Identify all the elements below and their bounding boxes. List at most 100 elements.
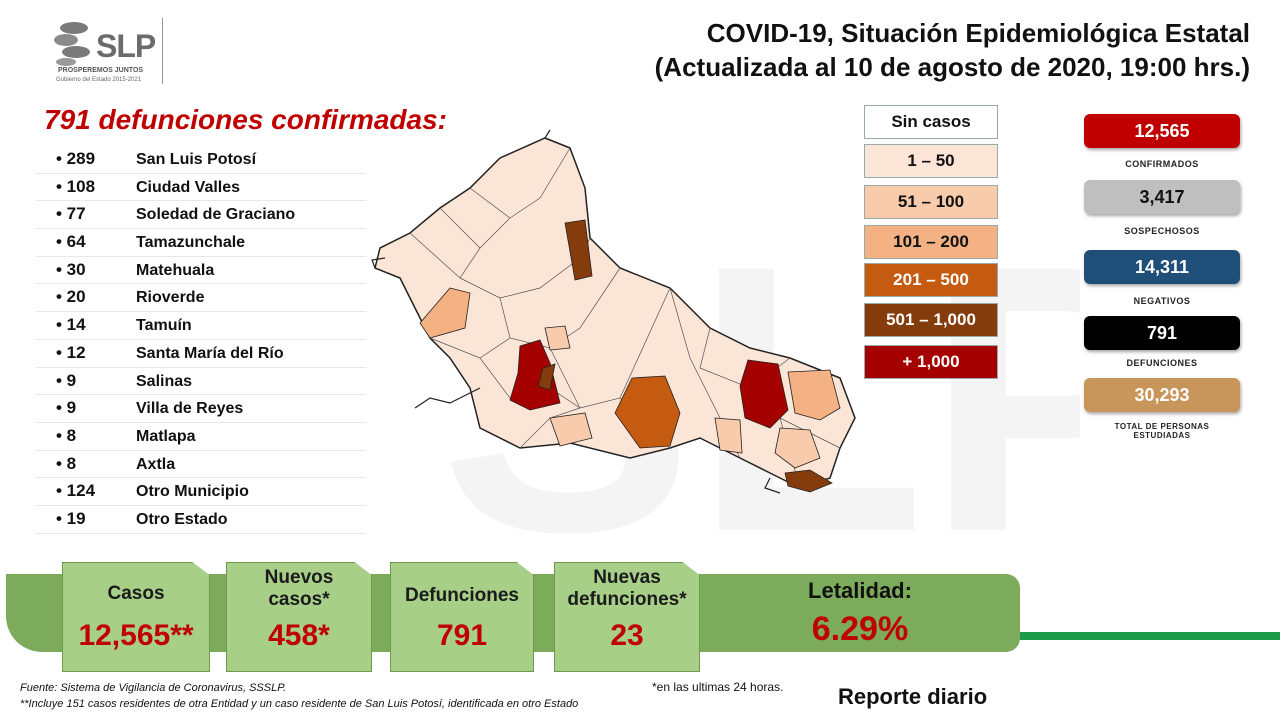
deaths-row: • 12 Santa María del Río xyxy=(36,340,366,368)
legend-item: 1 – 50 xyxy=(864,144,998,178)
stat-value-box: 12,565 xyxy=(1084,114,1240,148)
stat-label: CONFIRMADOS xyxy=(1125,159,1199,169)
card-nuevos-casos-value: 458* xyxy=(268,619,330,652)
deaths-count: • 30 xyxy=(56,259,86,279)
deaths-municipality: Otro Municipio xyxy=(136,483,249,501)
map-muni-south-2 xyxy=(714,417,743,454)
map-muni-soledad xyxy=(537,363,556,391)
deaths-municipality: Santa María del Río xyxy=(136,344,284,362)
deaths-count: • 77 xyxy=(56,204,86,224)
legend-item: 51 – 100 xyxy=(864,185,998,219)
map-muni-tamazunchale xyxy=(784,469,833,493)
letalidad-value: 6.29% xyxy=(811,610,909,648)
deaths-count: • 9 xyxy=(56,398,77,418)
page-title: COVID-19, Situación Epidemiológica Estat… xyxy=(706,18,1250,48)
map-muni-san-luis-potosi xyxy=(509,339,561,411)
deaths-heading: 791 defunciones confirmadas: xyxy=(44,104,448,135)
deaths-count: • 9 xyxy=(56,370,77,390)
map-muni-west xyxy=(419,287,471,339)
legend-item: Sin casos xyxy=(864,105,998,139)
source-note: Fuente: Sistema de Vigilancia de Coronav… xyxy=(20,682,287,694)
deaths-municipality: Matehuala xyxy=(136,261,215,279)
map-muni-rioverde xyxy=(614,375,681,449)
deaths-row: • 77 Soledad de Graciano xyxy=(36,201,366,230)
deaths-row: • 108 Ciudad Valles xyxy=(36,174,366,202)
card-casos-value: 12,565** xyxy=(78,619,194,652)
page-subtitle: (Actualizada al 10 de agosto de 2020, 19… xyxy=(654,52,1250,82)
deaths-row: • 14 Tamuín xyxy=(36,312,366,340)
logo-text: SLP xyxy=(96,28,156,64)
slp-logo: SLP PROSPEREMOS JUNTOS Gobierno del Esta… xyxy=(52,14,167,84)
stat-value-box: 791 xyxy=(1084,316,1240,350)
deaths-municipality: Otro Estado xyxy=(136,510,228,528)
deaths-row: • 20 Rioverde xyxy=(36,284,366,313)
card-defunciones: Defunciones 791 xyxy=(390,562,534,672)
stat-label: DEFUNCIONES xyxy=(1126,358,1198,368)
deaths-count: • 8 xyxy=(56,425,77,445)
card-nuevos-casos-label: Nuevos casos* xyxy=(264,567,334,610)
deaths-count: • 64 xyxy=(56,232,86,252)
deaths-row: • 9 Salinas xyxy=(36,368,366,396)
logo-divider xyxy=(162,18,163,84)
legend-item: 101 – 200 xyxy=(864,225,998,259)
map-outer-lines xyxy=(371,129,781,494)
deaths-municipality: Tamuín xyxy=(136,317,192,335)
card-nuevos-casos: Nuevos casos* 458* xyxy=(226,562,372,672)
deaths-count: • 289 xyxy=(56,149,96,168)
deaths-count: • 8 xyxy=(56,453,77,473)
deaths-count: • 14 xyxy=(56,315,86,335)
state-map xyxy=(371,129,856,494)
map-muni-huasteca-2 xyxy=(774,427,821,469)
deaths-municipality: Salinas xyxy=(136,372,193,390)
deaths-count: • 20 xyxy=(56,287,86,307)
card-defunciones-label: Defunciones xyxy=(404,585,520,606)
footnote-single-asterisk: *en las ultimas 24 horas. xyxy=(652,680,784,694)
stat-label: SOSPECHOSOS xyxy=(1124,226,1200,236)
card-casos-label: Casos xyxy=(107,583,165,604)
card-nuevas-defunciones: Nuevas defunciones* 23 xyxy=(554,562,700,672)
deaths-municipality: Ciudad Valles xyxy=(136,178,241,196)
deaths-row: • 19 Otro Estado xyxy=(36,506,366,534)
logo-subtitle: Gobierno del Estado 2015-2021 xyxy=(56,77,142,83)
deaths-municipality: San Luis Potosí xyxy=(136,151,257,168)
footnote-double-asterisk: **Incluye 151 casos residentes de otra E… xyxy=(20,698,579,710)
card-casos: Casos 12,565** xyxy=(62,562,210,672)
report-label: Reporte diario xyxy=(838,684,988,709)
map-muni-huasteca-1 xyxy=(787,369,841,421)
deaths-row: • 30 Matehuala xyxy=(36,257,366,285)
map-muni-south-1 xyxy=(549,412,593,447)
deaths-count: • 12 xyxy=(56,342,86,362)
stat-value-box: 14,311 xyxy=(1084,250,1240,284)
card-nuevas-defunciones-value: 23 xyxy=(610,619,644,652)
stat-value-box: 30,293 xyxy=(1084,378,1240,412)
deaths-row: • 8 Axtla xyxy=(36,451,366,479)
deaths-municipality: Tamazunchale xyxy=(136,234,246,252)
deaths-municipality: Axtla xyxy=(136,455,176,473)
deaths-row: • 64 Tamazunchale xyxy=(36,229,366,257)
deaths-municipality: Matlapa xyxy=(136,427,196,445)
deaths-count: • 19 xyxy=(56,508,86,528)
slp-logo-emblem xyxy=(54,22,90,66)
deaths-municipality: Soledad de Graciano xyxy=(136,206,296,224)
stat-label: NEGATIVOS xyxy=(1133,296,1191,306)
map-muni-central xyxy=(544,325,571,351)
letalidad-label: Letalidad: xyxy=(808,578,912,603)
deaths-municipality: Rioverde xyxy=(136,289,205,307)
logo-tagline: PROSPEREMOS JUNTOS xyxy=(58,67,144,74)
deaths-table: • 289 San Luis Potosí • 108 Ciudad Valles • … xyxy=(36,146,366,534)
map-muni-ciudad-valles xyxy=(739,359,789,429)
stat-label: TOTAL DE PERSONAS ESTUDIADAS xyxy=(1114,422,1210,440)
deaths-row: • 8 Matlapa xyxy=(36,423,366,451)
deaths-row: • 289 San Luis Potosí xyxy=(36,146,366,174)
legend-item: + 1,000 xyxy=(864,345,998,379)
legend-item: 501 – 1,000 xyxy=(864,303,998,337)
summary-banner-line xyxy=(1020,632,1280,640)
deaths-municipality: Villa de Reyes xyxy=(136,400,244,418)
stat-value-box: 3,417 xyxy=(1084,180,1240,214)
card-defunciones-value: 791 xyxy=(436,619,488,652)
deaths-row: • 9 Villa de Reyes xyxy=(36,395,366,423)
legend-item: 201 – 500 xyxy=(864,263,998,297)
map-muni-matehuala xyxy=(564,219,593,281)
deaths-count: • 124 xyxy=(56,481,96,501)
deaths-row: • 124 Otro Municipio xyxy=(36,478,366,506)
